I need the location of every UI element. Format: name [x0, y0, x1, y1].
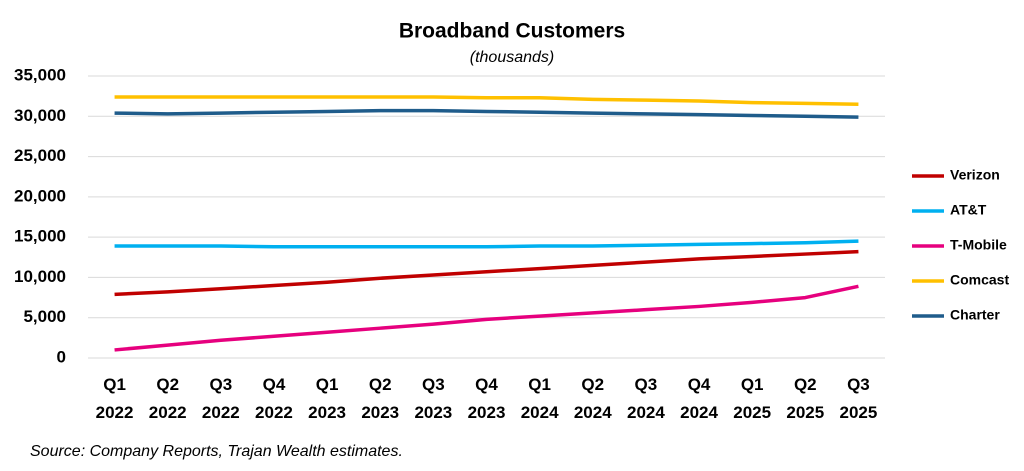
y-tick-label: 5,000 [23, 307, 66, 326]
x-tick-label: Q2 2024 [574, 375, 612, 422]
x-tick-label: Q4 2024 [680, 375, 718, 422]
y-tick-label: 0 [57, 347, 66, 366]
x-tick-label: Q3 2022 [202, 375, 240, 422]
x-tick-label: Q4 2022 [255, 375, 293, 422]
legend-label: AT&T [950, 202, 987, 218]
series-line [114, 108, 859, 119]
series-line [114, 95, 859, 106]
x-tick-label: Q2 2025 [786, 375, 824, 422]
legend-label: Comcast [950, 272, 1009, 288]
series-line [114, 284, 859, 352]
y-tick-label: 10,000 [14, 267, 66, 286]
y-tick-label: 15,000 [14, 227, 66, 246]
x-tick-label: Q4 2023 [468, 375, 506, 422]
x-tick-label: Q2 2022 [149, 375, 187, 422]
x-tick-label: Q2 2023 [361, 375, 399, 422]
x-tick-label: Q3 2024 [627, 375, 665, 422]
legend-label: Verizon [950, 167, 1000, 183]
source-note: Source: Company Reports, Trajan Wealth e… [30, 443, 403, 460]
y-tick-label: 20,000 [14, 186, 66, 205]
x-tick-label: Q3 2025 [840, 375, 878, 422]
y-tick-label: 35,000 [14, 65, 66, 84]
legend-label: T-Mobile [950, 237, 1007, 253]
y-tick-label: 30,000 [14, 106, 66, 125]
x-tick-label: Q1 2022 [96, 375, 134, 422]
x-tick-label: Q1 2025 [733, 375, 771, 422]
series-line [114, 249, 859, 297]
chart-subtitle: (thousands) [470, 49, 555, 66]
x-tick-label: Q1 2023 [308, 375, 346, 422]
series-line [114, 239, 859, 249]
x-tick-label: Q1 2024 [521, 375, 559, 422]
y-tick-label: 25,000 [14, 146, 66, 165]
chart-title: Broadband Customers [399, 20, 625, 43]
legend-label: Charter [950, 307, 1000, 323]
x-tick-label: Q3 2023 [414, 375, 452, 422]
